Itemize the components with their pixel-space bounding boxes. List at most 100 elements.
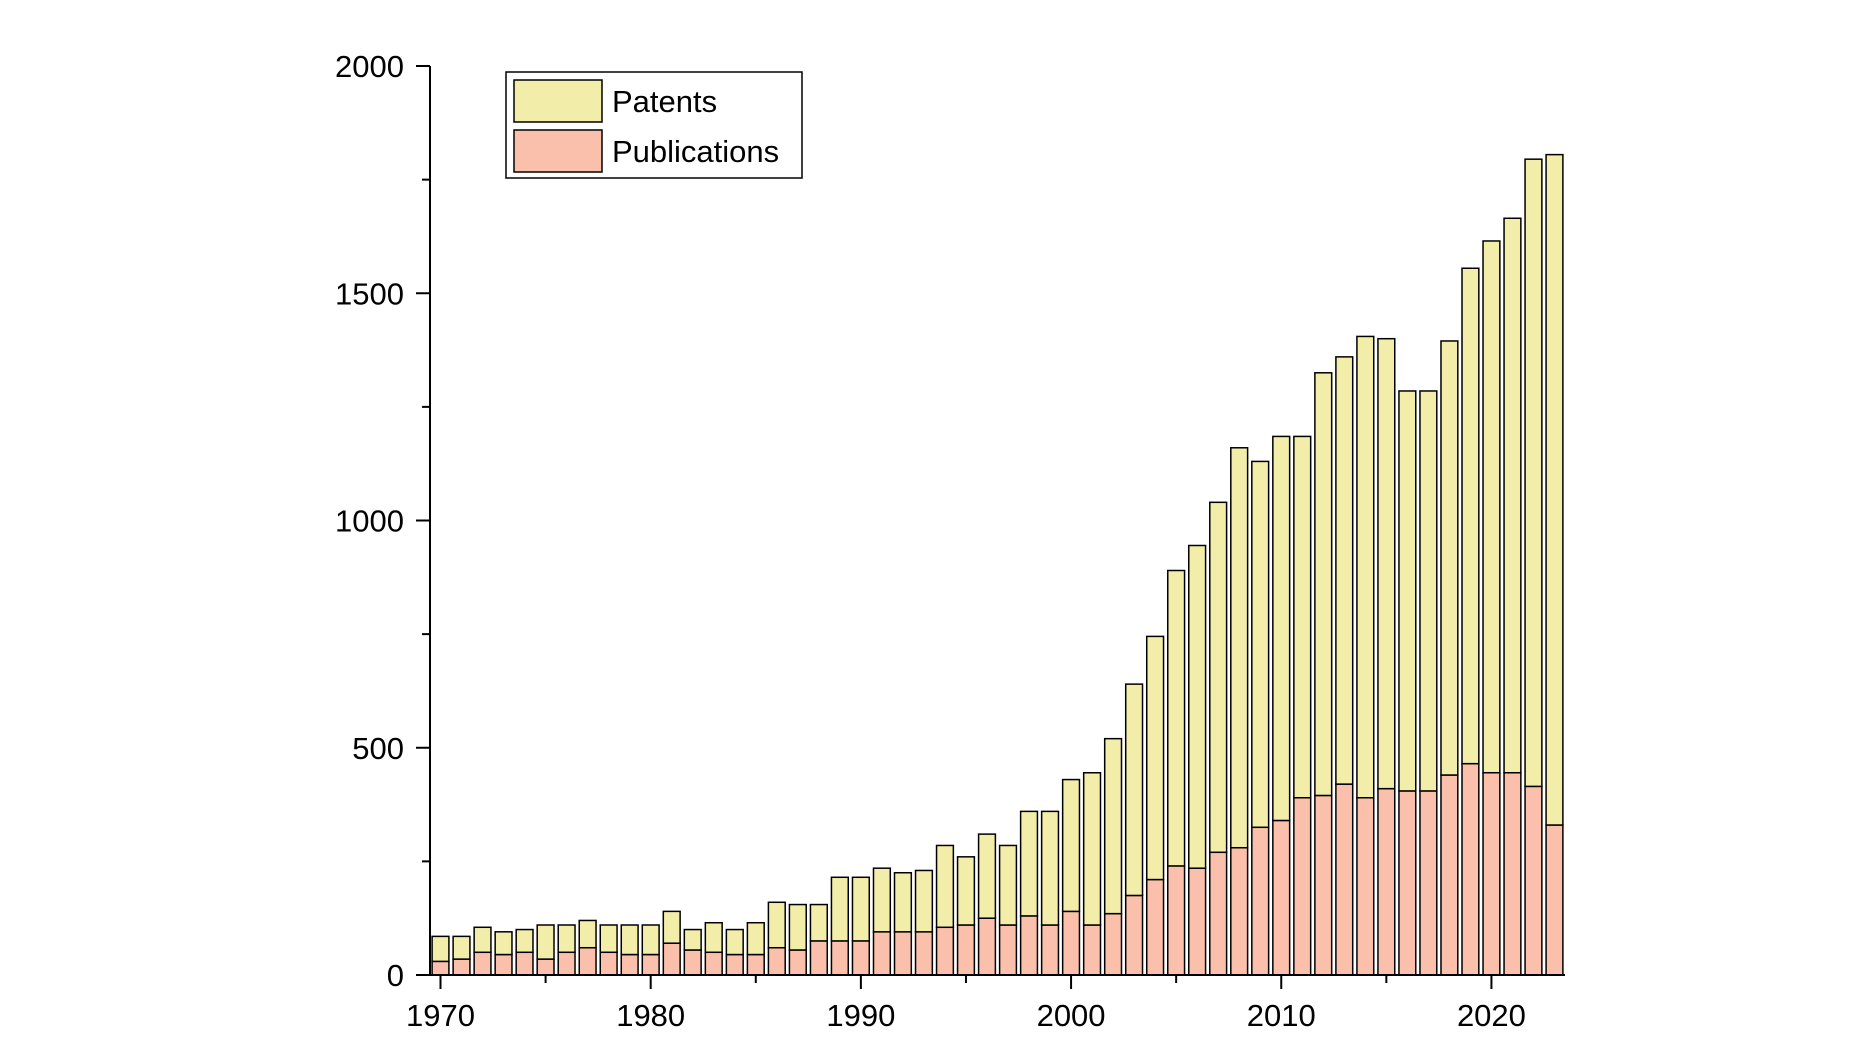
bar-publications-1995: [956, 924, 976, 976]
bar-publications-2020: [1482, 772, 1501, 976]
bar-publications-1976: [557, 951, 576, 976]
bar-patents-1978: [599, 924, 618, 954]
bars-layer: [431, 153, 1564, 976]
bar-publications-2009: [1251, 826, 1270, 976]
bar-publications-1983: [704, 951, 723, 976]
bar-patents-2009: [1251, 460, 1270, 829]
bar-patents-2001: [1082, 772, 1102, 926]
bar-patents-2006: [1188, 544, 1207, 869]
bar-publications-1988: [809, 940, 829, 976]
bar-patents-1993: [914, 869, 934, 933]
x-tick-label-2000: 2000: [1037, 998, 1106, 1033]
x-tick-label-2020: 2020: [1457, 998, 1526, 1033]
x-tick-label-1980: 1980: [616, 998, 685, 1033]
bar-patents-1992: [893, 871, 913, 933]
bar-patents-2005: [1167, 569, 1186, 867]
bar-publications-2015: [1377, 787, 1396, 976]
bar-patents-1976: [557, 924, 576, 954]
bar-publications-1972: [473, 951, 492, 976]
bar-publications-1992: [893, 931, 913, 976]
bar-patents-2015: [1377, 337, 1396, 790]
bar-patents-2013: [1335, 356, 1354, 785]
bar-patents-2002: [1103, 737, 1123, 915]
bar-patents-1996: [977, 833, 997, 919]
axes-layer: 0 500 1000 1500 2000 1970 1980 1990 2000 2010 2020: [335, 49, 1565, 1033]
bar-publications-2018: [1440, 774, 1459, 976]
bar-publications-1986: [767, 946, 786, 976]
bar-publications-2019: [1461, 762, 1480, 976]
bar-patents-1973: [494, 931, 513, 956]
bar-patents-2018: [1440, 340, 1459, 776]
x-tick-label-1970: 1970: [406, 998, 475, 1033]
bar-publications-1970: [431, 960, 450, 976]
bar-publications-1971: [452, 958, 471, 976]
bar-publications-1982: [683, 949, 702, 976]
bar-patents-1994: [935, 844, 955, 929]
bar-patents-1980: [641, 924, 660, 956]
bar-publications-1979: [620, 953, 639, 976]
x-tick-label-1990: 1990: [826, 998, 895, 1033]
bar-publications-1974: [515, 951, 534, 976]
bar-publications-2022: [1524, 785, 1543, 976]
bar-patents-1982: [683, 928, 702, 951]
bar-publications-1999: [1040, 924, 1060, 976]
bar-patents-1979: [620, 924, 639, 956]
bar-publications-1991: [872, 931, 892, 976]
bar-patents-1995: [956, 856, 976, 926]
y-tick-label-0: 0: [387, 958, 404, 993]
bar-publications-1978: [599, 951, 618, 976]
bar-patents-1988: [809, 903, 829, 942]
bar-patents-2007: [1209, 501, 1228, 854]
bar-patents-1999: [1040, 810, 1060, 926]
bar-publications-2010: [1272, 819, 1291, 976]
bar-publications-2004: [1145, 878, 1165, 976]
bar-patents-2010: [1272, 435, 1291, 822]
bar-publications-2021: [1503, 772, 1522, 976]
bar-patents-2020: [1482, 240, 1501, 774]
bar-publications-1985: [746, 953, 765, 976]
bar-publications-1997: [998, 924, 1018, 976]
bar-publications-1984: [725, 953, 744, 976]
legend-label-patents: Patents: [612, 84, 717, 119]
y-tick-label-500: 500: [352, 731, 404, 766]
bar-patents-2023: [1545, 153, 1564, 826]
bar-publications-1981: [662, 942, 681, 976]
bar-publications-2012: [1314, 794, 1333, 976]
bar-patents-2017: [1419, 390, 1438, 792]
bar-publications-1993: [914, 931, 934, 976]
bar-patents-1986: [767, 901, 786, 949]
bar-patents-1990: [851, 876, 871, 942]
bar-publications-2017: [1419, 790, 1438, 976]
bar-patents-2012: [1314, 372, 1333, 797]
bar-publications-2011: [1293, 797, 1312, 976]
bar-patents-1971: [452, 935, 471, 960]
bar-publications-1973: [494, 953, 513, 976]
bar-publications-1994: [935, 926, 955, 976]
bar-publications-2023: [1545, 824, 1564, 976]
bar-patents-2003: [1124, 683, 1144, 897]
bar-publications-2016: [1398, 790, 1417, 976]
bar-publications-1990: [851, 940, 871, 976]
bar-patents-1974: [515, 928, 534, 954]
bar-patents-1989: [830, 876, 850, 942]
bar-patents-1987: [788, 903, 807, 951]
bar-patents-1972: [473, 926, 492, 954]
bar-patents-2000: [1061, 778, 1081, 913]
bar-publications-1998: [1019, 915, 1039, 976]
y-tick-label-2000: 2000: [335, 49, 404, 84]
bar-patents-2004: [1145, 635, 1165, 881]
y-tick-label-1500: 1500: [335, 276, 404, 311]
bar-publications-1977: [578, 946, 597, 976]
bar-patents-1985: [746, 921, 765, 956]
legend-swatch-patents: [513, 79, 603, 123]
legend: Patents Publications: [505, 71, 803, 179]
bar-publications-2006: [1188, 867, 1207, 976]
bar-patents-1983: [704, 921, 723, 954]
x-tick-label-2010: 2010: [1247, 998, 1316, 1033]
bar-patents-2014: [1356, 335, 1375, 799]
bar-patents-2022: [1524, 158, 1543, 788]
bar-publications-1975: [536, 958, 555, 976]
bar-publications-1989: [830, 940, 850, 976]
bar-publications-2014: [1356, 797, 1375, 976]
